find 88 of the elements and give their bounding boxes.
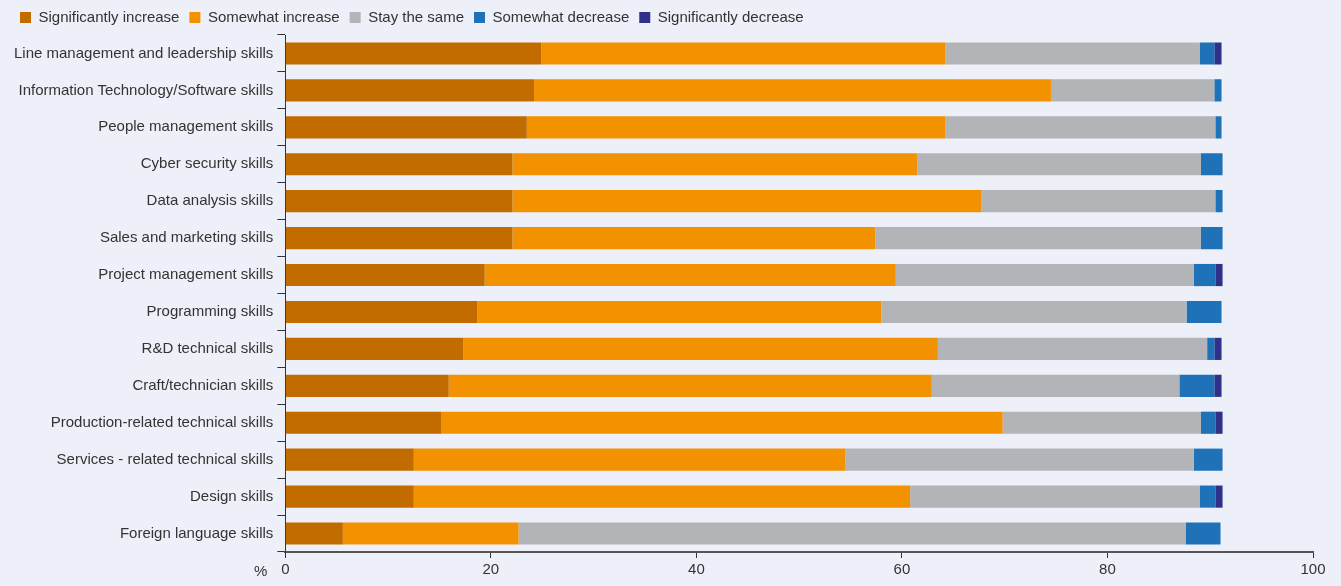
bar <box>1215 485 1223 508</box>
bar <box>526 116 946 139</box>
bar <box>413 485 911 508</box>
bar <box>1200 153 1223 176</box>
bar <box>1207 337 1215 360</box>
legend-label: Stay the same <box>368 7 465 25</box>
bar <box>285 337 464 360</box>
y-tick-label: Services - related technical skills <box>56 449 274 467</box>
bar <box>448 374 932 397</box>
bar <box>1214 42 1222 65</box>
bar <box>285 448 414 471</box>
legend-label: Significantly increase <box>38 7 180 25</box>
y-tick-label: Design skills <box>189 486 274 504</box>
legend-label: Somewhat decrease <box>492 7 630 25</box>
bar <box>285 300 478 324</box>
bar <box>875 227 1201 250</box>
bar <box>484 263 896 287</box>
bar <box>512 190 982 213</box>
bar <box>1215 116 1222 139</box>
bar <box>1050 79 1215 102</box>
bar <box>285 522 343 545</box>
bar <box>945 42 1200 65</box>
bar <box>285 79 535 102</box>
bar <box>1215 411 1223 434</box>
bar <box>463 337 938 360</box>
bar <box>1002 411 1201 434</box>
x-tick-label: 80 <box>1099 560 1116 578</box>
y-tick-label: Project management skills <box>98 265 274 283</box>
bar <box>477 300 882 324</box>
y-tick-label: Sales and marketing skills <box>99 228 274 246</box>
y-tick-label: Line management and leadership skills <box>13 43 274 61</box>
bar <box>881 300 1187 324</box>
bar <box>1215 263 1223 287</box>
bar <box>937 337 1208 360</box>
y-tick-label: Information Technology/Software skills <box>18 80 274 98</box>
bar <box>1199 42 1215 65</box>
bar <box>285 190 513 213</box>
bar <box>910 485 1200 508</box>
bar <box>845 448 1194 471</box>
bar <box>1200 227 1223 250</box>
bar <box>1179 374 1215 397</box>
x-tick-label: 40 <box>688 560 705 578</box>
bar <box>1214 374 1222 397</box>
bar <box>285 374 449 397</box>
y-tick-label: Cyber security skills <box>140 154 274 172</box>
bar <box>1215 190 1223 213</box>
bar <box>512 227 876 250</box>
x-tick-label: 20 <box>482 560 500 578</box>
y-tick-label: R&D technical skills <box>141 339 274 357</box>
y-tick-label: Programming skills <box>146 302 274 320</box>
bar <box>1199 485 1216 508</box>
y-tick-label: Foreign language skills <box>119 523 274 541</box>
bar <box>285 485 414 508</box>
bar <box>285 263 485 287</box>
bar <box>518 522 1186 545</box>
bar <box>1200 411 1216 434</box>
bar <box>1214 79 1222 102</box>
bar <box>512 153 918 176</box>
x-axis-title: % <box>253 561 268 579</box>
y-tick-label: Data analysis skills <box>146 191 274 209</box>
bar <box>534 79 1051 102</box>
bar <box>285 153 513 176</box>
bar <box>541 42 946 65</box>
x-tick-label: 60 <box>893 560 911 578</box>
bar <box>285 227 513 250</box>
bar <box>285 42 542 65</box>
bar <box>945 116 1216 139</box>
bar <box>1193 448 1223 471</box>
bar <box>413 448 846 471</box>
bar <box>1214 337 1222 360</box>
legend-label: Somewhat increase <box>207 7 340 25</box>
y-tick-label: People management skills <box>98 117 274 135</box>
bar <box>441 411 1003 434</box>
bar <box>285 411 442 434</box>
bar <box>981 190 1216 213</box>
bar <box>895 263 1194 287</box>
bar <box>931 374 1180 397</box>
bar <box>1193 263 1216 287</box>
x-tick-label: 100 <box>1300 560 1326 578</box>
y-tick-label: Craft/technician skills <box>132 375 274 393</box>
bar <box>342 522 519 545</box>
bar <box>285 116 527 139</box>
bar <box>1185 522 1221 545</box>
y-tick-label: Production-related technical skills <box>50 412 274 430</box>
x-tick-label: 0 <box>281 560 290 578</box>
legend-label: Significantly decrease <box>657 7 804 25</box>
bar <box>1186 300 1222 324</box>
bar <box>917 153 1201 176</box>
